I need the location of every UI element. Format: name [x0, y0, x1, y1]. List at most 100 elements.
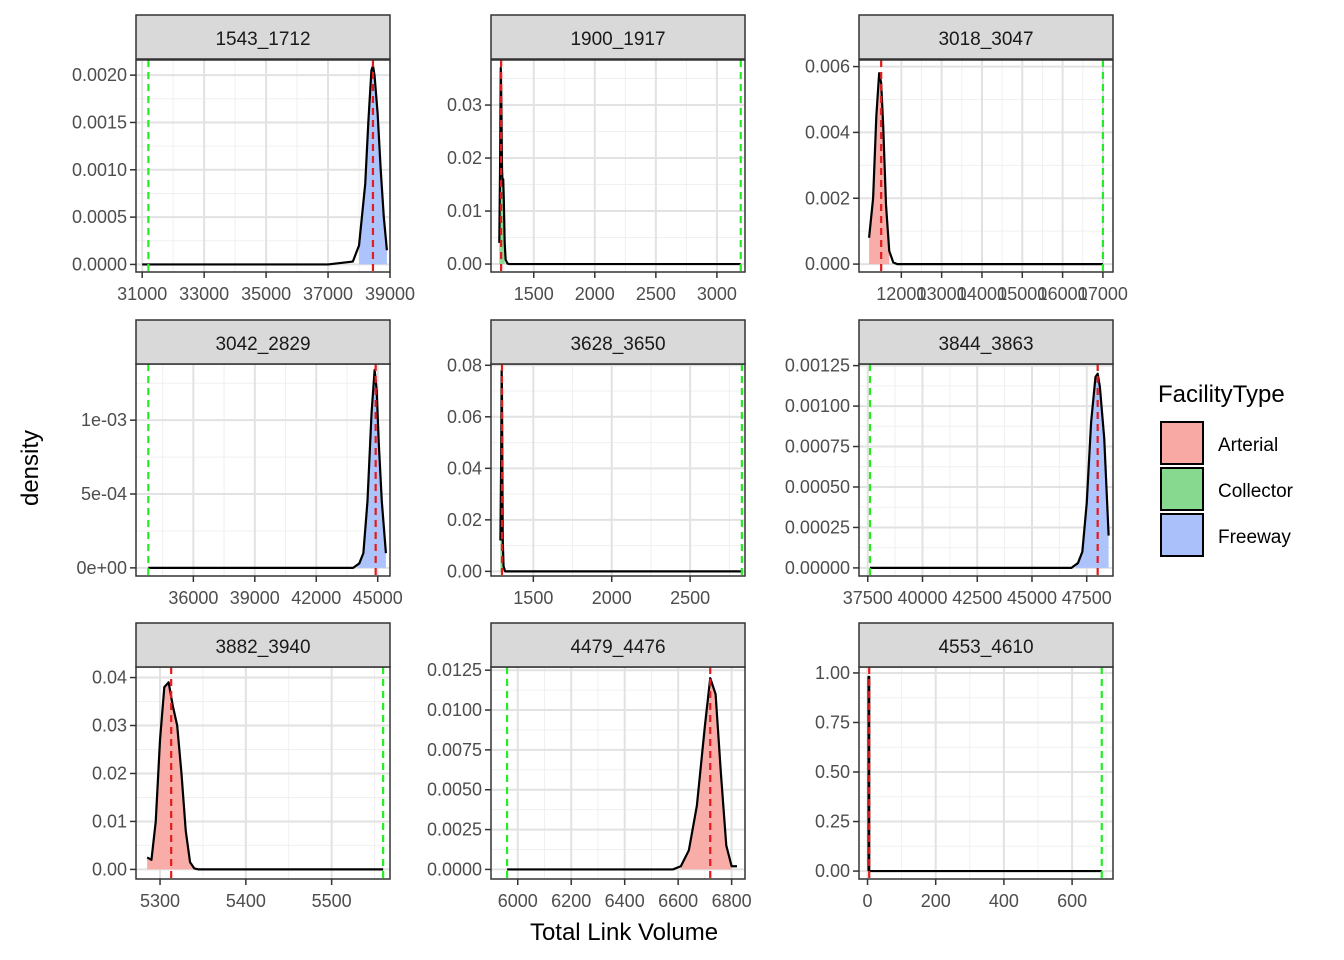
x-tick-label: 600	[1057, 891, 1087, 911]
panel-1900_1917: 1900_1917 1500 2000 2500 3000 0.00 0.01 0.02 0.0…	[447, 14, 746, 304]
x-tick-label: 45000	[353, 588, 403, 608]
facet-strip-label: 3018_3047	[938, 29, 1033, 50]
y-tick-label: 0.00	[447, 254, 482, 274]
y-tick-label: 0.06	[447, 407, 482, 427]
y-tick-label: 0.0025	[427, 820, 482, 840]
facet-strip	[858, 14, 1114, 60]
legend-title: FacilityType	[1158, 381, 1285, 408]
y-tick-label: 0.25	[815, 812, 850, 832]
panel-1543_1712: 1543_1712 31000 33000 35000 37000 39000 0.0000…	[72, 14, 415, 304]
density-curve	[869, 372, 1110, 570]
y-tick-label: 1.00	[815, 663, 850, 683]
y-tick-label: 0.08	[447, 355, 482, 375]
x-tick-label: 33000	[179, 284, 229, 304]
density-fill	[1075, 373, 1109, 568]
panel-border	[858, 59, 1114, 273]
panel-background	[136, 364, 390, 576]
y-tick-label: 0.0000	[427, 859, 482, 879]
y-tick-label: 0.00025	[785, 517, 850, 537]
facet-strip	[490, 622, 746, 668]
y-tick-label: 0.02	[447, 510, 482, 530]
facet-strip-label: 3042_2829	[215, 334, 310, 355]
y-tick-label: 0.00	[447, 561, 482, 581]
panel-4479_4476: 4479_4476 6000 6200 6400 6600 6800 0.0000 0.002…	[427, 622, 752, 911]
x-tick-label: 400	[989, 891, 1019, 911]
facet-strip-label: 3882_3940	[215, 637, 310, 658]
y-axis-title: density	[17, 430, 44, 506]
x-tick-label: 13000	[917, 284, 967, 304]
y-tick-label: 0.0050	[427, 780, 482, 800]
x-tick-label: 6800	[712, 891, 752, 911]
facet-strip-label: 4553_4610	[938, 637, 1033, 658]
y-tick-label: 0.50	[815, 762, 850, 782]
y-tick-label: 0.0075	[427, 740, 482, 760]
x-tick-label: 5500	[312, 891, 352, 911]
panel-background	[859, 364, 1113, 576]
panel-border	[490, 59, 746, 273]
facet-strip-label: 3628_3650	[570, 334, 665, 355]
x-tick-label: 45000	[1007, 588, 1057, 608]
y-tick-label: 0.02	[447, 148, 482, 168]
density-curve	[867, 72, 1103, 266]
y-tick-label: 0.0125	[427, 660, 482, 680]
x-tick-label: 39000	[365, 284, 415, 304]
facet-strip-label: 4479_4476	[570, 637, 665, 658]
x-tick-label: 14000	[957, 284, 1007, 304]
y-tick-label: 0.0100	[427, 700, 482, 720]
density-fill	[680, 678, 732, 870]
x-tick-label: 6200	[551, 891, 591, 911]
y-tick-label: 0.00000	[785, 558, 850, 578]
panel-3628_3650: 3628_3650 1500 2000 2500 0.00 0.02 0.04 0.06 0.0…	[447, 319, 746, 608]
x-tick-label: 2500	[670, 588, 710, 608]
density-curve	[146, 681, 384, 871]
density-fill	[357, 369, 386, 568]
x-tick-label: 6000	[498, 891, 538, 911]
x-tick-label: 2000	[592, 588, 632, 608]
facet-strip-label: 1900_1917	[570, 29, 665, 50]
y-tick-label: 0.00100	[785, 396, 850, 416]
legend-key-arterial	[1160, 421, 1204, 465]
y-tick-label: 5e-04	[81, 484, 127, 504]
x-tick-label: 0	[863, 891, 873, 911]
x-tick-label: 2000	[575, 284, 615, 304]
x-tick-label: 2500	[636, 284, 676, 304]
y-tick-label: 0e+00	[76, 558, 127, 578]
facet-strip	[858, 319, 1114, 365]
x-tick-label: 40000	[897, 588, 947, 608]
x-tick-label: 47500	[1062, 588, 1112, 608]
y-tick-label: 0.01	[447, 201, 482, 221]
x-tick-label: 200	[921, 891, 951, 911]
y-tick-label: 0.004	[805, 122, 850, 142]
y-tick-label: 0.0010	[72, 160, 127, 180]
y-tick-label: 0.04	[447, 458, 482, 478]
panel-3042_2829: 3042_2829 36000 39000 42000 45000 0e+00 5e-04 1…	[76, 319, 403, 608]
y-tick-label: 0.01	[92, 811, 127, 831]
x-tick-label: 3000	[697, 284, 737, 304]
facet-strip	[135, 622, 391, 668]
density-curve	[507, 677, 737, 871]
x-tick-label: 12000	[876, 284, 926, 304]
density-fill	[147, 682, 199, 870]
x-tick-label: 5400	[226, 891, 266, 911]
density-curve	[142, 64, 388, 266]
y-tick-label: 0.0020	[72, 65, 127, 85]
x-tick-label: 5300	[140, 891, 180, 911]
y-tick-label: 0.002	[805, 188, 850, 208]
y-tick-label: 0.00125	[785, 356, 850, 376]
panel-background	[491, 364, 745, 576]
y-tick-label: 0.0005	[72, 207, 127, 227]
y-tick-label: 0.03	[92, 716, 127, 736]
legend: FacilityType Arterial Collector Freeway	[1158, 381, 1294, 557]
x-tick-label: 1500	[513, 588, 553, 608]
density-curve	[148, 368, 387, 569]
legend-label-freeway: Freeway	[1218, 527, 1291, 548]
x-tick-label: 36000	[168, 588, 218, 608]
x-tick-label: 39000	[230, 588, 280, 608]
y-tick-label: 0.0000	[72, 254, 127, 274]
y-tick-label: 0.00	[815, 861, 850, 881]
panel-border	[135, 59, 391, 273]
x-tick-label: 31000	[117, 284, 167, 304]
facet-strip	[135, 14, 391, 60]
